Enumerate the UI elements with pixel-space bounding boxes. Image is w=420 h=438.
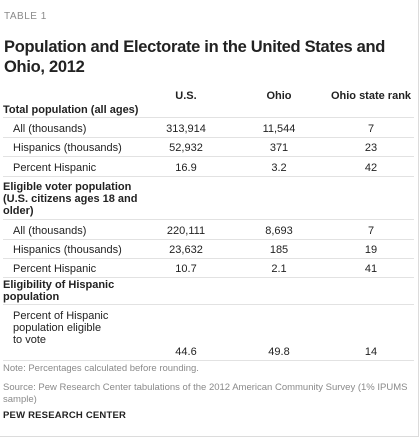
- section-heading-total-population: Total population (all ages): [3, 104, 139, 116]
- section-heading-eligible-voters: Eligible voter population (U.S. citizens…: [3, 181, 138, 217]
- row-label: Hispanics (thousands): [13, 244, 122, 256]
- table-note: Note: Percentages calculated before roun…: [3, 363, 199, 374]
- cell-ohio-rank: 7: [367, 225, 375, 237]
- cell-ohio: 3.2: [271, 162, 287, 174]
- divider: [3, 137, 414, 138]
- divider: [3, 277, 414, 278]
- cell-us: 10.7: [175, 263, 197, 275]
- cell-ohio: 371: [269, 142, 289, 154]
- divider: [3, 360, 414, 361]
- cell-ohio: 8,693: [265, 225, 293, 237]
- divider: [3, 219, 414, 220]
- cell-us: 220,111: [166, 225, 206, 237]
- page-title: Population and Electorate in the United …: [4, 38, 386, 76]
- cell-us: 52,932: [169, 142, 203, 154]
- cell-us: 16.9: [175, 162, 197, 174]
- cell-ohio-rank: 42: [364, 162, 378, 174]
- table-label: TABLE 1: [4, 11, 47, 22]
- cell-us: 44.6: [175, 346, 197, 358]
- column-header-us: U.S.: [175, 90, 197, 102]
- cell-us: 313,914: [166, 123, 206, 135]
- divider: [3, 239, 414, 240]
- divider: [3, 176, 414, 177]
- cell-ohio-rank: 14: [364, 346, 378, 358]
- table-source: Source: Pew Research Center tabulations …: [3, 382, 408, 405]
- cell-us: 23,632: [169, 244, 203, 256]
- divider: [3, 258, 414, 259]
- cell-ohio: 11,544: [262, 123, 296, 135]
- row-label: All (thousands): [13, 225, 87, 237]
- cell-ohio-rank: 41: [364, 263, 378, 275]
- divider: [3, 156, 414, 157]
- row-label: Percent Hispanic: [13, 263, 97, 275]
- row-label: Percent of Hispanic population eligible …: [13, 310, 109, 346]
- cell-ohio: 185: [269, 244, 289, 256]
- cell-ohio-rank: 23: [364, 142, 378, 154]
- cell-ohio: 2.1: [271, 263, 287, 275]
- cell-ohio-rank: 19: [364, 244, 378, 256]
- column-header-ohio-rank: Ohio state rank: [330, 90, 412, 102]
- cell-ohio-rank: 7: [367, 123, 375, 135]
- divider: [3, 304, 414, 305]
- row-label: Hispanics (thousands): [13, 142, 122, 154]
- brand-logo-text: PEW RESEARCH CENTER: [3, 410, 127, 421]
- row-label: All (thousands): [13, 123, 87, 135]
- row-label: Percent Hispanic: [13, 162, 97, 174]
- column-header-ohio: Ohio: [266, 90, 292, 102]
- section-heading-hispanic-eligibility: Eligibility of Hispanic population: [3, 279, 115, 303]
- cell-ohio: 49.8: [268, 346, 290, 358]
- divider: [3, 117, 414, 118]
